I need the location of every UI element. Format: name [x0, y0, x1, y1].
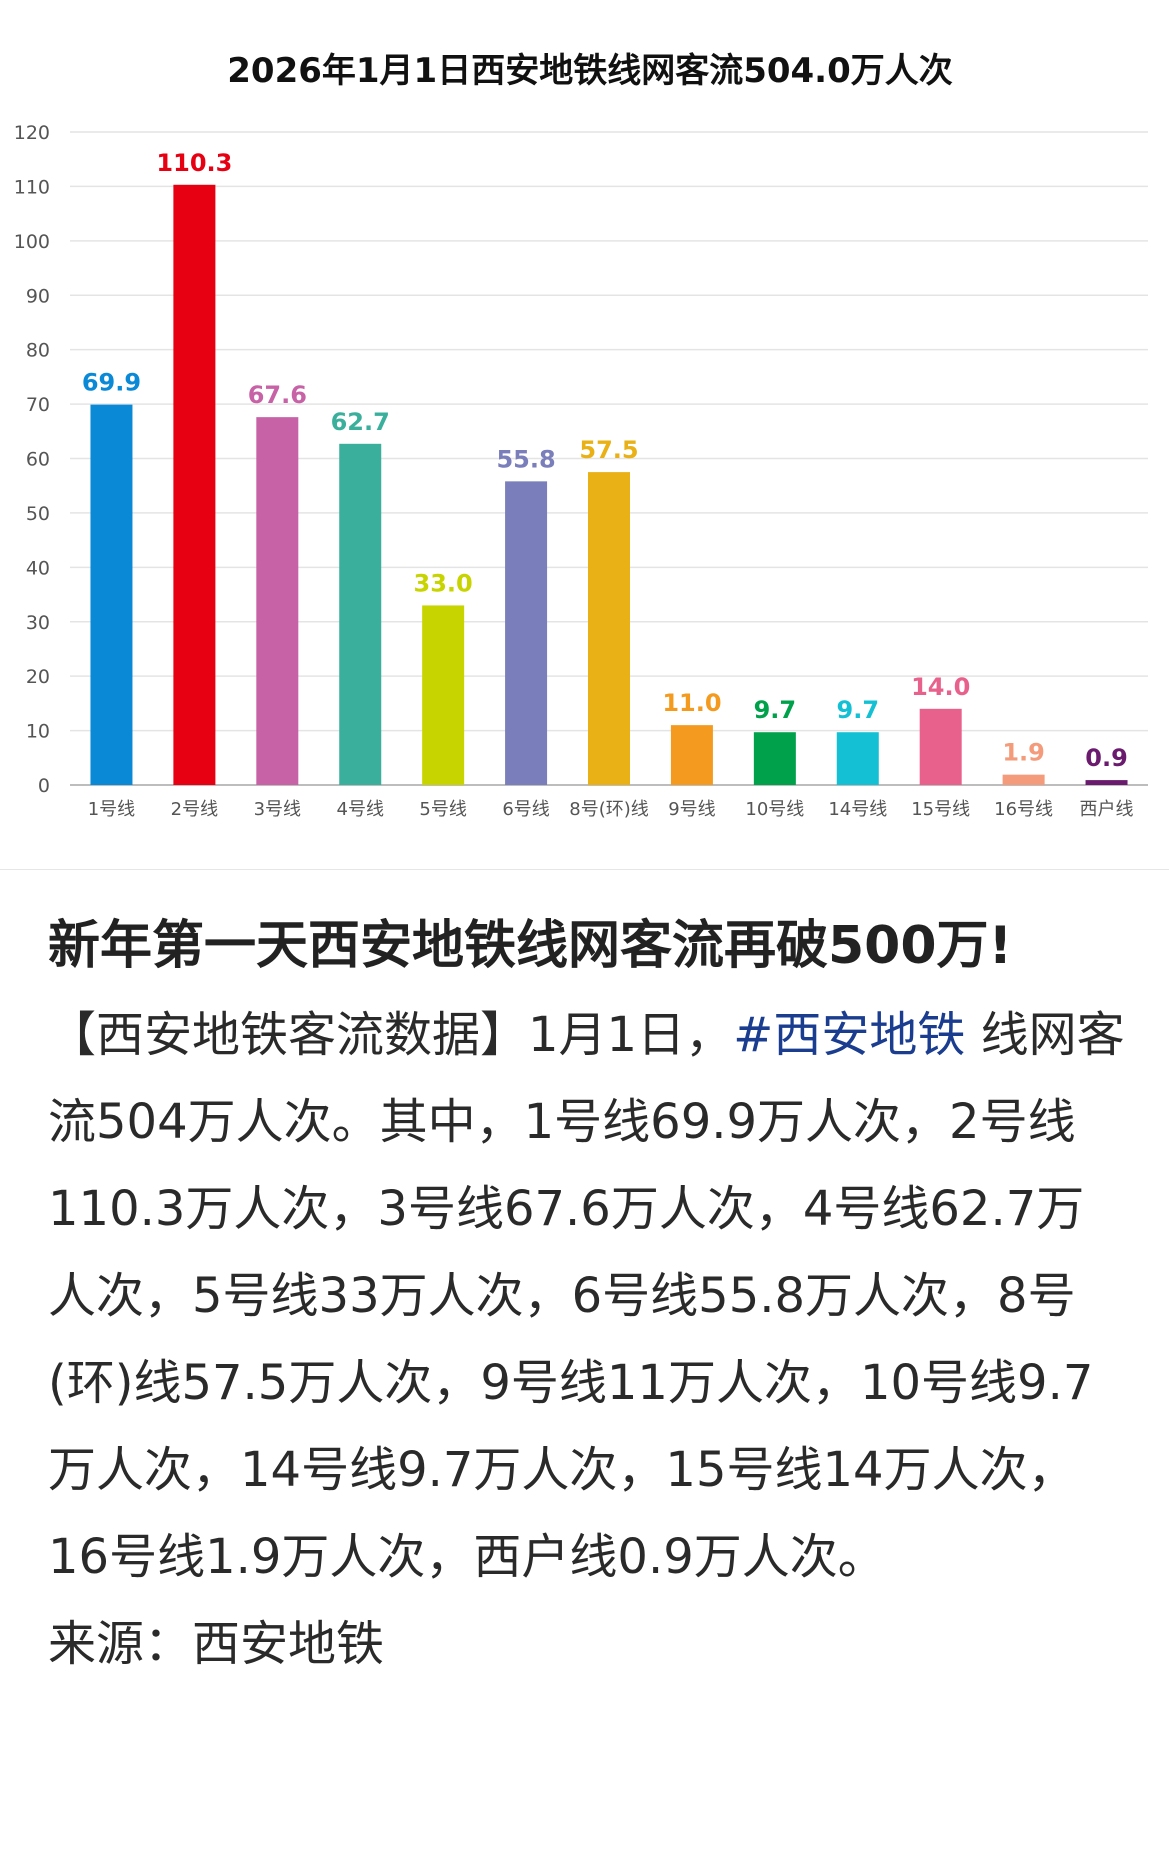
y-tick-label: 90 — [26, 285, 50, 307]
post-headline: 新年第一天西安地铁线网客流再破500万! — [48, 916, 1013, 976]
bars — [90, 184, 1128, 785]
data-label: 69.9 — [82, 369, 141, 397]
bar — [836, 732, 879, 785]
data-label: 62.7 — [331, 408, 390, 436]
y-tick-label: 20 — [26, 666, 50, 688]
y-tick-label: 120 — [14, 122, 50, 144]
bar — [919, 708, 962, 785]
x-tick-label: 2号线 — [171, 799, 218, 820]
chart-title: 2026年1月1日西安地铁线网客流504.0万人次 — [227, 51, 953, 91]
data-label: 9.7 — [837, 696, 880, 724]
data-label: 1.9 — [1002, 739, 1045, 767]
x-tick-label: 6号线 — [502, 799, 549, 820]
bar — [422, 605, 465, 785]
post-text-rest: 线网客流504万人次。其中，1号线69.9万人次，2号线110.3万人次，3号线… — [48, 1007, 1125, 1585]
bar — [505, 481, 548, 785]
y-tick-label: 50 — [26, 503, 50, 525]
x-tick-label: 3号线 — [254, 799, 301, 820]
post-text-prefix: 【西安地铁客流数据】1月1日， — [48, 1007, 734, 1063]
x-tick-label: 西户线 — [1080, 799, 1134, 820]
bar — [90, 404, 133, 785]
data-label: 11.0 — [662, 689, 721, 717]
bar — [173, 184, 216, 785]
bar — [339, 443, 382, 785]
data-label: 67.6 — [248, 381, 307, 409]
bar — [670, 725, 713, 785]
bar — [588, 472, 630, 785]
x-tick-label: 8号(环)线 — [569, 799, 649, 820]
post-body: 新年第一天西安地铁线网客流再破500万! 【西安地铁客流数据】1月1日，#西安地… — [48, 900, 1128, 1688]
chart-card: 2026年1月1日西安地铁线网客流504.0万人次 0 10 20 30 40 50 60 7… — [0, 0, 1169, 870]
bar — [1002, 774, 1045, 785]
x-tick-label: 14号线 — [828, 799, 887, 820]
y-axis-ticks: 0 10 20 30 40 50 60 70 80 90 100 110 120 — [14, 122, 50, 797]
x-tick-label: 15号线 — [911, 799, 970, 820]
data-label: 14.0 — [911, 673, 970, 701]
post-text: 【西安地铁客流数据】1月1日，#西安地铁 线网客流504万人次。其中，1号线69… — [48, 992, 1128, 1601]
bar — [753, 732, 796, 785]
x-tick-label: 9号线 — [668, 799, 715, 820]
bar-chart: 2026年1月1日西安地铁线网客流504.0万人次 0 10 20 30 40 50 60 7… — [14, 51, 1148, 820]
y-tick-label: 10 — [26, 721, 50, 743]
y-tick-label: 60 — [26, 449, 50, 471]
data-label: 9.7 — [754, 696, 797, 724]
y-tick-label: 40 — [26, 557, 50, 579]
data-label: 57.5 — [579, 436, 638, 464]
y-tick-label: 80 — [26, 340, 50, 362]
y-tick-label: 0 — [38, 775, 50, 797]
y-tick-label: 30 — [26, 612, 50, 634]
x-tick-label: 10号线 — [745, 799, 804, 820]
data-label: 0.9 — [1085, 744, 1128, 772]
data-labels: 69.9 110.3 67.6 62.7 33.0 55.8 57.5 11.0 9.7 9.7 1… — [82, 149, 1128, 772]
bar — [1085, 780, 1128, 785]
y-tick-label: 100 — [14, 231, 50, 253]
x-tick-label: 16号线 — [994, 799, 1053, 820]
x-tick-label: 1号线 — [88, 799, 135, 820]
x-tick-label: 5号线 — [419, 799, 466, 820]
y-tick-label: 110 — [14, 176, 50, 198]
x-tick-label: 4号线 — [337, 799, 384, 820]
bar — [256, 417, 299, 785]
x-axis-ticks: 1号线 2号线 3号线 4号线 5号线 6号线 8号(环)线 9号线 10号线 14号线 15号线 1… — [88, 799, 1134, 820]
data-label: 55.8 — [496, 445, 555, 473]
data-label: 110.3 — [156, 149, 232, 177]
data-label: 33.0 — [414, 569, 473, 597]
hashtag-link[interactable]: #西安地铁 — [733, 1007, 966, 1063]
y-tick-label: 70 — [26, 394, 50, 416]
post-source: 来源：西安地铁 — [48, 1616, 385, 1672]
